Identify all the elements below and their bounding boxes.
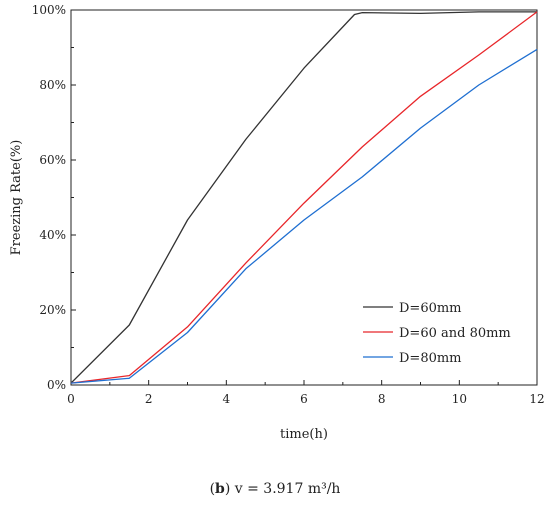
- legend-label: D=60mm: [399, 301, 462, 316]
- y-tick-label: 40%: [39, 228, 66, 242]
- x-tick-label: 8: [378, 392, 386, 406]
- x-tick-label: 12: [529, 392, 544, 406]
- data-series: [70, 11, 538, 384]
- caption-text: v = 3.917 m³/h: [230, 481, 341, 497]
- series-line: [70, 48, 538, 384]
- x-axis-title: time(h): [280, 427, 328, 442]
- axis-ticks: 0 2 4 6 8 10 12 0% 20% 40% 60% 80% 100%: [32, 3, 545, 406]
- y-axis-title: Freezing Rate(%): [9, 140, 24, 256]
- x-tick-label: 0: [67, 392, 75, 406]
- y-tick-label: 80%: [39, 78, 66, 92]
- legend-label: D=60 and 80mm: [399, 326, 511, 341]
- legend: D=60mm D=60 and 80mm D=80mm: [363, 301, 511, 366]
- x-tick-label: 2: [145, 392, 153, 406]
- x-tick-label: 4: [223, 392, 231, 406]
- caption-label: b: [215, 481, 225, 497]
- series-line: [70, 11, 537, 384]
- legend-label: D=80mm: [399, 351, 462, 366]
- line-chart: 0 2 4 6 8 10 12 0% 20% 40% 60% 80% 100% D=60mm D=60 a…: [9, 3, 545, 442]
- y-tick-label: 0%: [47, 378, 66, 392]
- x-tick-label: 6: [300, 392, 308, 406]
- y-tick-label: 60%: [39, 153, 66, 167]
- x-tick-label: 10: [452, 392, 467, 406]
- y-tick-label: 100%: [32, 3, 66, 17]
- y-tick-label: 20%: [39, 303, 66, 317]
- series-line: [70, 11, 538, 384]
- figure-caption: (b) v = 3.917 m³/h: [209, 481, 341, 497]
